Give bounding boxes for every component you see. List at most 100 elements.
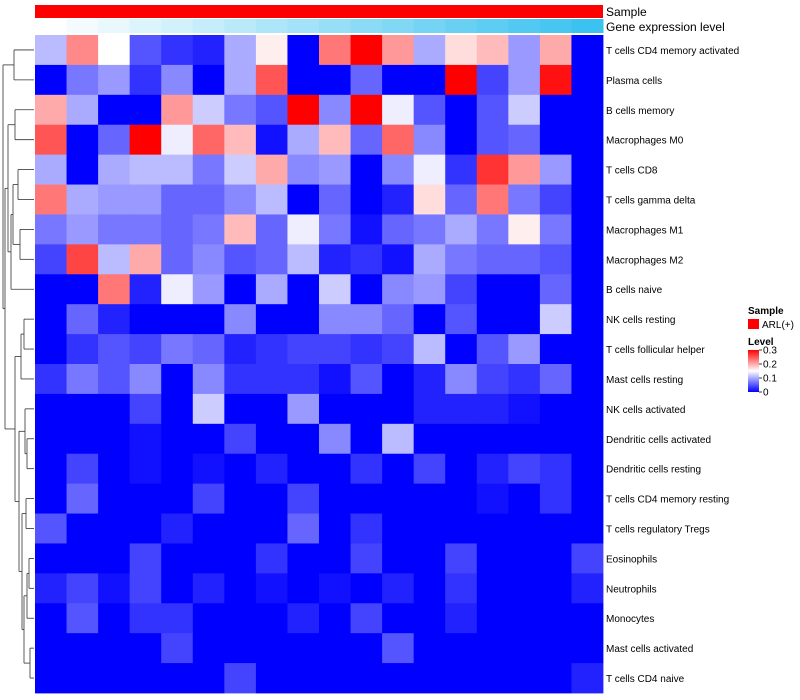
- expression-track-label: Gene expression level: [606, 20, 725, 34]
- heatmap-cell: [571, 453, 604, 485]
- heatmap-cell: [224, 453, 257, 485]
- heatmap-cell: [350, 513, 383, 544]
- heatmap-cell: [35, 364, 67, 395]
- heatmap-cell: [224, 513, 257, 544]
- row-label: T cells gamma delta: [606, 196, 696, 207]
- heatmap-cell: [161, 633, 194, 664]
- heatmap-cell: [287, 184, 320, 215]
- row-label: Neutrophils: [606, 584, 657, 595]
- heatmap-cell: [287, 64, 320, 96]
- heatmap-cell: [476, 364, 509, 395]
- heatmap-cell: [98, 453, 131, 485]
- heatmap-cell: [382, 603, 415, 634]
- heatmap-cell: [98, 543, 131, 574]
- heatmap-cell: [255, 423, 288, 455]
- heatmap-cell: [98, 64, 131, 96]
- expression-track-cell: [161, 19, 194, 33]
- row-label: Mast cells resting: [606, 375, 683, 386]
- legend-level-tick-label: 0.3: [763, 346, 777, 357]
- heatmap-cell: [413, 603, 446, 634]
- heatmap-cell: [319, 364, 351, 395]
- heatmap-cell: [445, 244, 478, 275]
- heatmap-cell: [98, 94, 131, 126]
- heatmap-cell: [287, 633, 320, 664]
- heatmap-cell: [287, 573, 320, 604]
- heatmap-cell: [539, 334, 572, 365]
- heatmap-cell: [350, 184, 383, 215]
- heatmap-cell: [350, 274, 383, 305]
- row-label: T cells CD4 memory resting: [606, 495, 729, 506]
- heatmap-cell: [66, 364, 99, 395]
- heatmap-cell: [319, 94, 351, 126]
- heatmap-cell: [192, 64, 225, 96]
- heatmap-cell: [445, 543, 478, 574]
- heatmap-cell: [129, 35, 162, 66]
- expression-track-cell: [98, 19, 131, 33]
- heatmap-cell: [255, 393, 288, 425]
- heatmap-cell: [287, 214, 320, 245]
- heatmap-cell: [571, 543, 604, 574]
- expression-track-cell: [508, 19, 541, 33]
- heatmap-cell: [350, 94, 383, 126]
- heatmap-cell: [539, 124, 572, 156]
- heatmap-cell: [98, 244, 131, 275]
- heatmap-cell: [35, 304, 67, 335]
- heatmap-cell: [508, 154, 541, 185]
- heatmap-cell: [98, 393, 131, 425]
- heatmap-cell: [350, 124, 383, 156]
- heatmap-cell: [255, 573, 288, 604]
- heatmap-cell: [255, 214, 288, 245]
- heatmap-cell: [571, 663, 604, 694]
- heatmap-cell: [129, 483, 162, 514]
- heatmap-cell: [255, 603, 288, 634]
- legend-level-tick-label: 0.1: [763, 374, 777, 385]
- heatmap-cell: [129, 453, 162, 485]
- heatmap-cell: [98, 304, 131, 335]
- heatmap-cell: [413, 214, 446, 245]
- heatmap-cell: [35, 663, 67, 694]
- heatmap-cell: [382, 154, 415, 185]
- row-label: Macrophages M0: [606, 136, 684, 147]
- heatmap-cell: [382, 94, 415, 126]
- heatmap-cell: [161, 124, 194, 156]
- heatmap-cell: [98, 214, 131, 245]
- heatmap-cell: [287, 543, 320, 574]
- heatmap-cell: [539, 154, 572, 185]
- heatmap-cell: [192, 633, 225, 664]
- heatmap-cell: [508, 35, 541, 66]
- heatmap-cell: [413, 64, 446, 96]
- heatmap-cell: [129, 513, 162, 544]
- heatmap-cell: [224, 35, 257, 66]
- row-label: Monocytes: [606, 614, 654, 625]
- heatmap-cell: [445, 633, 478, 664]
- heatmap-cell: [571, 244, 604, 275]
- expression-track-cell: [476, 19, 509, 33]
- sample-track-label: Sample: [606, 5, 647, 19]
- heatmap-cell: [350, 214, 383, 245]
- heatmap-cell: [129, 393, 162, 425]
- heatmap-cell: [571, 573, 604, 604]
- heatmap-cell: [192, 663, 225, 694]
- heatmap-cell: [571, 334, 604, 365]
- expression-track-cell: [224, 19, 257, 33]
- heatmap-cell: [129, 573, 162, 604]
- heatmap-cell: [255, 274, 288, 305]
- heatmap-cell: [476, 124, 509, 156]
- heatmap-cell: [476, 94, 509, 126]
- heatmap-cell: [508, 364, 541, 395]
- heatmap-cell: [413, 94, 446, 126]
- heatmap-cell: [382, 334, 415, 365]
- heatmap-cell: [161, 184, 194, 215]
- heatmap-cell: [571, 483, 604, 514]
- heatmap-cell: [161, 214, 194, 245]
- heatmap-cell: [319, 35, 351, 66]
- heatmap-cell: [571, 184, 604, 215]
- heatmap-cell: [129, 274, 162, 305]
- heatmap-cell: [476, 334, 509, 365]
- heatmap-cell: [161, 573, 194, 604]
- heatmap-cell: [508, 573, 541, 604]
- heatmap-cell: [98, 633, 131, 664]
- heatmap-cell: [445, 513, 478, 544]
- heatmap-cell: [66, 603, 99, 634]
